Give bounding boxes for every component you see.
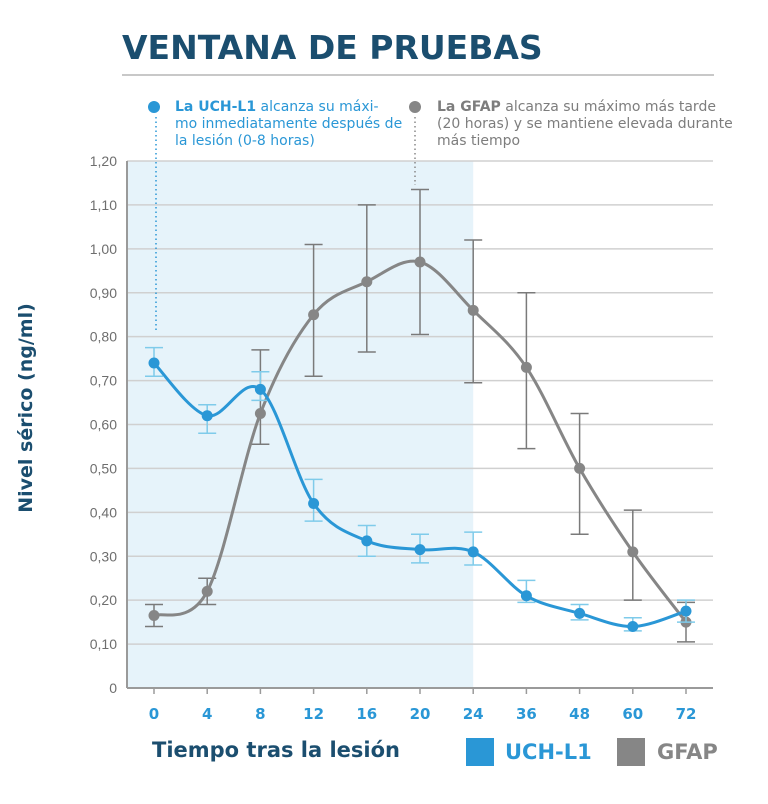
x-tick-label: 0	[149, 705, 159, 723]
y-tick-label: 0,30	[90, 548, 117, 564]
gfap-point	[574, 462, 586, 474]
y-axis-label: Nivel sérico (ng/ml)	[15, 303, 37, 513]
gfap-annotation: La GFAP alcanza su máximo más tarde (20 …	[437, 99, 737, 150]
y-tick-label: 1,20	[90, 153, 117, 169]
annotation-text: alcanza su máximo más tarde (20 horas) y…	[437, 99, 733, 149]
y-tick-label: 1,10	[90, 197, 117, 213]
legend-label-uch-l1: UCH-L1	[505, 740, 592, 764]
y-tick-label: 0,90	[90, 285, 117, 301]
uch-l1-point	[201, 410, 213, 422]
gfap-point	[308, 309, 320, 321]
uch-l1-annotation: La UCH-L1 alcanza su máxi- mo inmediatam…	[175, 99, 405, 150]
gfap-point	[201, 585, 213, 597]
y-tick-label: 0,50	[90, 460, 117, 476]
annotation-bold: La GFAP	[437, 99, 501, 115]
x-tick-label: 4	[202, 705, 212, 723]
gfap-point	[627, 546, 639, 558]
x-axis-label: Tiempo tras la lesión	[152, 738, 400, 762]
uch-l1-point	[148, 357, 160, 369]
x-tick-label: 60	[622, 705, 643, 723]
y-tick-label: 0,40	[90, 504, 117, 520]
title-divider	[122, 74, 714, 76]
uch-l1-point	[520, 590, 532, 602]
annotation-text: alcanza su máxi- mo inmediatamente despu…	[175, 99, 403, 149]
chart-title: VENTANA DE PRUEBAS	[122, 28, 543, 67]
uch-l1-point	[308, 498, 320, 510]
uch-l1-annotation-marker	[148, 101, 160, 113]
legend-label-gfap: GFAP	[657, 740, 718, 764]
y-tick-label: 0,80	[90, 329, 117, 345]
legend-swatch-uch-l1	[466, 738, 494, 766]
uch-l1-point	[627, 621, 639, 633]
uch-l1-point	[680, 605, 692, 617]
x-tick-label: 20	[410, 705, 431, 723]
gfap-point	[148, 610, 160, 622]
legend-swatch-gfap	[617, 738, 645, 766]
gfap-point	[414, 256, 426, 268]
y-tick-label: 0,20	[90, 592, 117, 608]
uch-l1-line	[152, 361, 687, 629]
y-tick-label: 1,00	[90, 241, 117, 257]
uch-l1-point	[467, 546, 479, 558]
x-tick-label: 72	[676, 705, 697, 723]
y-tick-label: 0	[109, 680, 117, 696]
gfap-point	[254, 408, 266, 420]
uch-l1-point	[574, 607, 586, 619]
annotation-bold: La UCH-L1	[175, 99, 257, 115]
gfap-point	[361, 276, 373, 288]
uch-l1-point	[361, 535, 373, 547]
x-tick-label: 36	[516, 705, 537, 723]
gfap-point	[467, 304, 479, 316]
y-tick-label: 0,70	[90, 373, 117, 389]
x-tick-label: 8	[255, 705, 265, 723]
uch-l1-point	[414, 544, 426, 556]
x-tick-label: 48	[569, 705, 590, 723]
y-tick-label: 0,10	[90, 636, 117, 652]
x-tick-label: 16	[356, 705, 377, 723]
gfap-point	[520, 361, 532, 373]
x-tick-label: 12	[303, 705, 324, 723]
x-tick-label: 24	[463, 705, 484, 723]
y-tick-label: 0,60	[90, 417, 117, 433]
uch-l1-point	[254, 383, 266, 395]
gfap-annotation-marker	[409, 101, 421, 113]
